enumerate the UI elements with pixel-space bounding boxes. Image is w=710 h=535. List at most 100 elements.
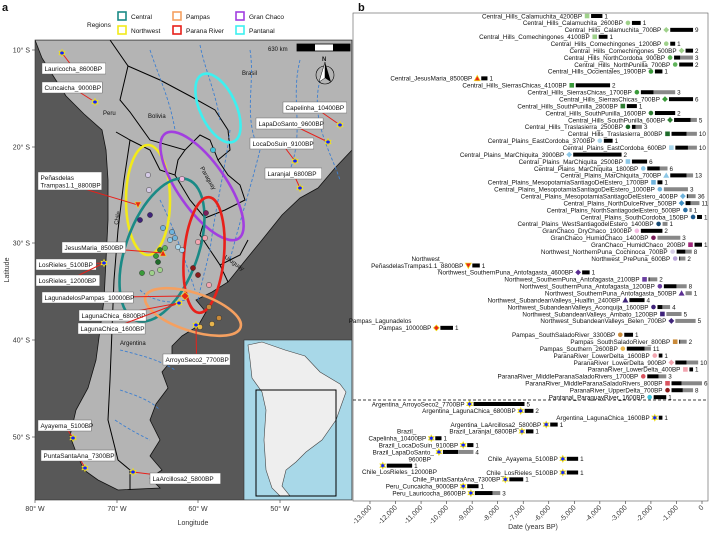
row-label: Central_JesusMaria_8500BP [390,76,472,83]
lon-tick-label: 80° W [25,505,45,513]
row-marker-circle-icon [672,62,678,67]
row-marker-triangle-icon [622,297,629,303]
row-count: 4 [672,304,676,311]
row-marker-star-icon [542,420,550,429]
bar-primary [670,41,676,46]
bar-primary [626,104,637,109]
row-label: Central_Plains_MarChiquita_1800BP [534,166,638,173]
legend-label: Central [131,14,153,21]
row-count: 1 [670,221,674,228]
row-marker-circle-icon [672,256,678,261]
bar-primary [582,270,590,275]
site-label-box [41,291,134,304]
row-count: 1 [695,367,699,374]
bar-primary [658,353,663,358]
row-marker-star-icon [559,454,567,463]
chart-row: 1 Central_Hills_Comechingones_1200BP [551,41,682,48]
row-label: Chile_LosRieles_5100BP [486,470,557,477]
bar-primary [626,346,645,351]
sample-point [146,187,152,193]
sample-point [206,282,212,288]
row-marker-square-icon [569,83,575,88]
row-count: 1 [455,325,459,332]
ancient-row: 2 Argentina_LagunaChica_6800BP [422,406,539,415]
lat-tick-label: 10° S [13,47,31,55]
row-count: 3 [668,374,672,381]
bar-secondary [649,277,658,282]
lagunadelospampas-marker-icon [180,291,190,301]
row-marker-diamond-icon [678,47,685,54]
site-label-box [41,81,103,94]
row-marker-diamond-icon [678,200,685,207]
bar-secondary [680,55,694,60]
bar-primary [435,436,442,441]
lat-tick-label: 40° S [13,337,31,345]
bar-primary [671,388,683,393]
row-label: PeñasdelasTrampas1.1_8800BP [371,263,463,270]
chart-row: 1 Northwest_PeñasdelasTrampas1.1_8800BP [371,256,486,270]
row-label: ParanaRiver_LowerDelta_900BP [574,360,667,367]
bar-secondary [686,131,697,136]
chart-row: 2 Central_Hills_SierrasChicas_4100BP [462,83,616,90]
row-label: Central_Hills_Comechingones_500BP [569,48,676,55]
bar-primary [647,166,660,171]
row-count: 1 [580,470,584,477]
row-marker-circle-icon [670,249,675,254]
row-marker-circle-icon [657,283,663,289]
row-label: Central_Hills_SouthPunilla_1600BP [545,110,645,117]
bar-primary [679,256,681,261]
ancient-row: 1 Brazil_Laranjal_6800BP [449,427,539,436]
site-label-box [61,241,126,254]
row-count: 3 [644,124,648,131]
row-label: Central_Plains_MarChiquita_700BP [560,173,661,180]
chart-row: 8 ParanaRiver_UpperDelta_700BP [570,388,699,395]
row-marker-square-icon [660,311,665,317]
row-marker-circle-icon [640,374,646,379]
bar-primary [663,284,677,289]
bar-primary [481,76,488,81]
row-count: 3 [502,490,506,497]
row-count: 5 [526,401,530,408]
row-label: Northwest_SubandeanValleys_Hualfin_2400B… [487,297,620,304]
bar-primary [671,131,687,136]
legend-swatch [172,25,182,35]
row-count: 2 [612,83,616,90]
ancient-row: 1 Argentina_LaArcillosa2_5800BP [451,420,564,429]
row-label: Northwest_SouthernPuna_Antofagasta_2100B… [504,277,639,284]
row-marker-circle-icon [683,207,688,213]
x-tick-label: -6,000 [533,504,552,523]
map-ylabel: Latitude [4,257,11,282]
bar-primary [629,298,645,303]
site-label: Peñasdelas [41,175,74,182]
row-label: Central_Hills_NorthCordoba_900BP [564,55,665,62]
bar-primary [598,34,608,39]
row-label: Northwest_SouthernPuna_Antofagasta_4600B… [438,270,573,277]
row-label: Central_Plains_MesopotamiaSantiagoDelEst… [488,180,649,187]
row-count: 2 [689,339,693,346]
chart-row: 1 Central_Plains_EastCordoba_3700BP [488,138,619,145]
row-marker-circle-icon [657,186,663,192]
site-label: Lauricocha_8600BP [45,66,103,73]
legend-label: Gran Chaco [249,14,284,21]
row-count: 1 [664,180,668,187]
row-count: 1 [635,332,639,339]
row-marker-triangle-icon [473,74,481,82]
sample-point [160,225,166,231]
chart-frame [352,12,709,502]
sample-point [190,265,196,271]
chart-row: 1 Northwest_SouthernPuna_Antofagasta_500B… [545,290,698,298]
bar-primary [467,443,474,448]
ancient-row: 1 Brazil_Capelinha_10400BP [368,429,447,443]
chart-row: 9 Central_Hills_Calamuchita_700BP [565,26,699,34]
ancient-row: 1 Brazil_LocaDoSuin_9100BP [379,441,479,449]
row-count: 3 [695,55,699,62]
legend-label: Northwest [131,28,160,35]
ancient-site-marker-icon [175,298,183,308]
row-label: Central_Hills_Comechingones_1200BP [551,41,662,48]
legend-swatch [172,11,182,21]
row-label: Argentina_ArroyoSeco2_7700BP [372,401,465,408]
sample-point [155,259,161,265]
site-label-box [77,322,146,335]
row-label: Chile_PuntaSantaAna_7300BP [412,477,500,484]
